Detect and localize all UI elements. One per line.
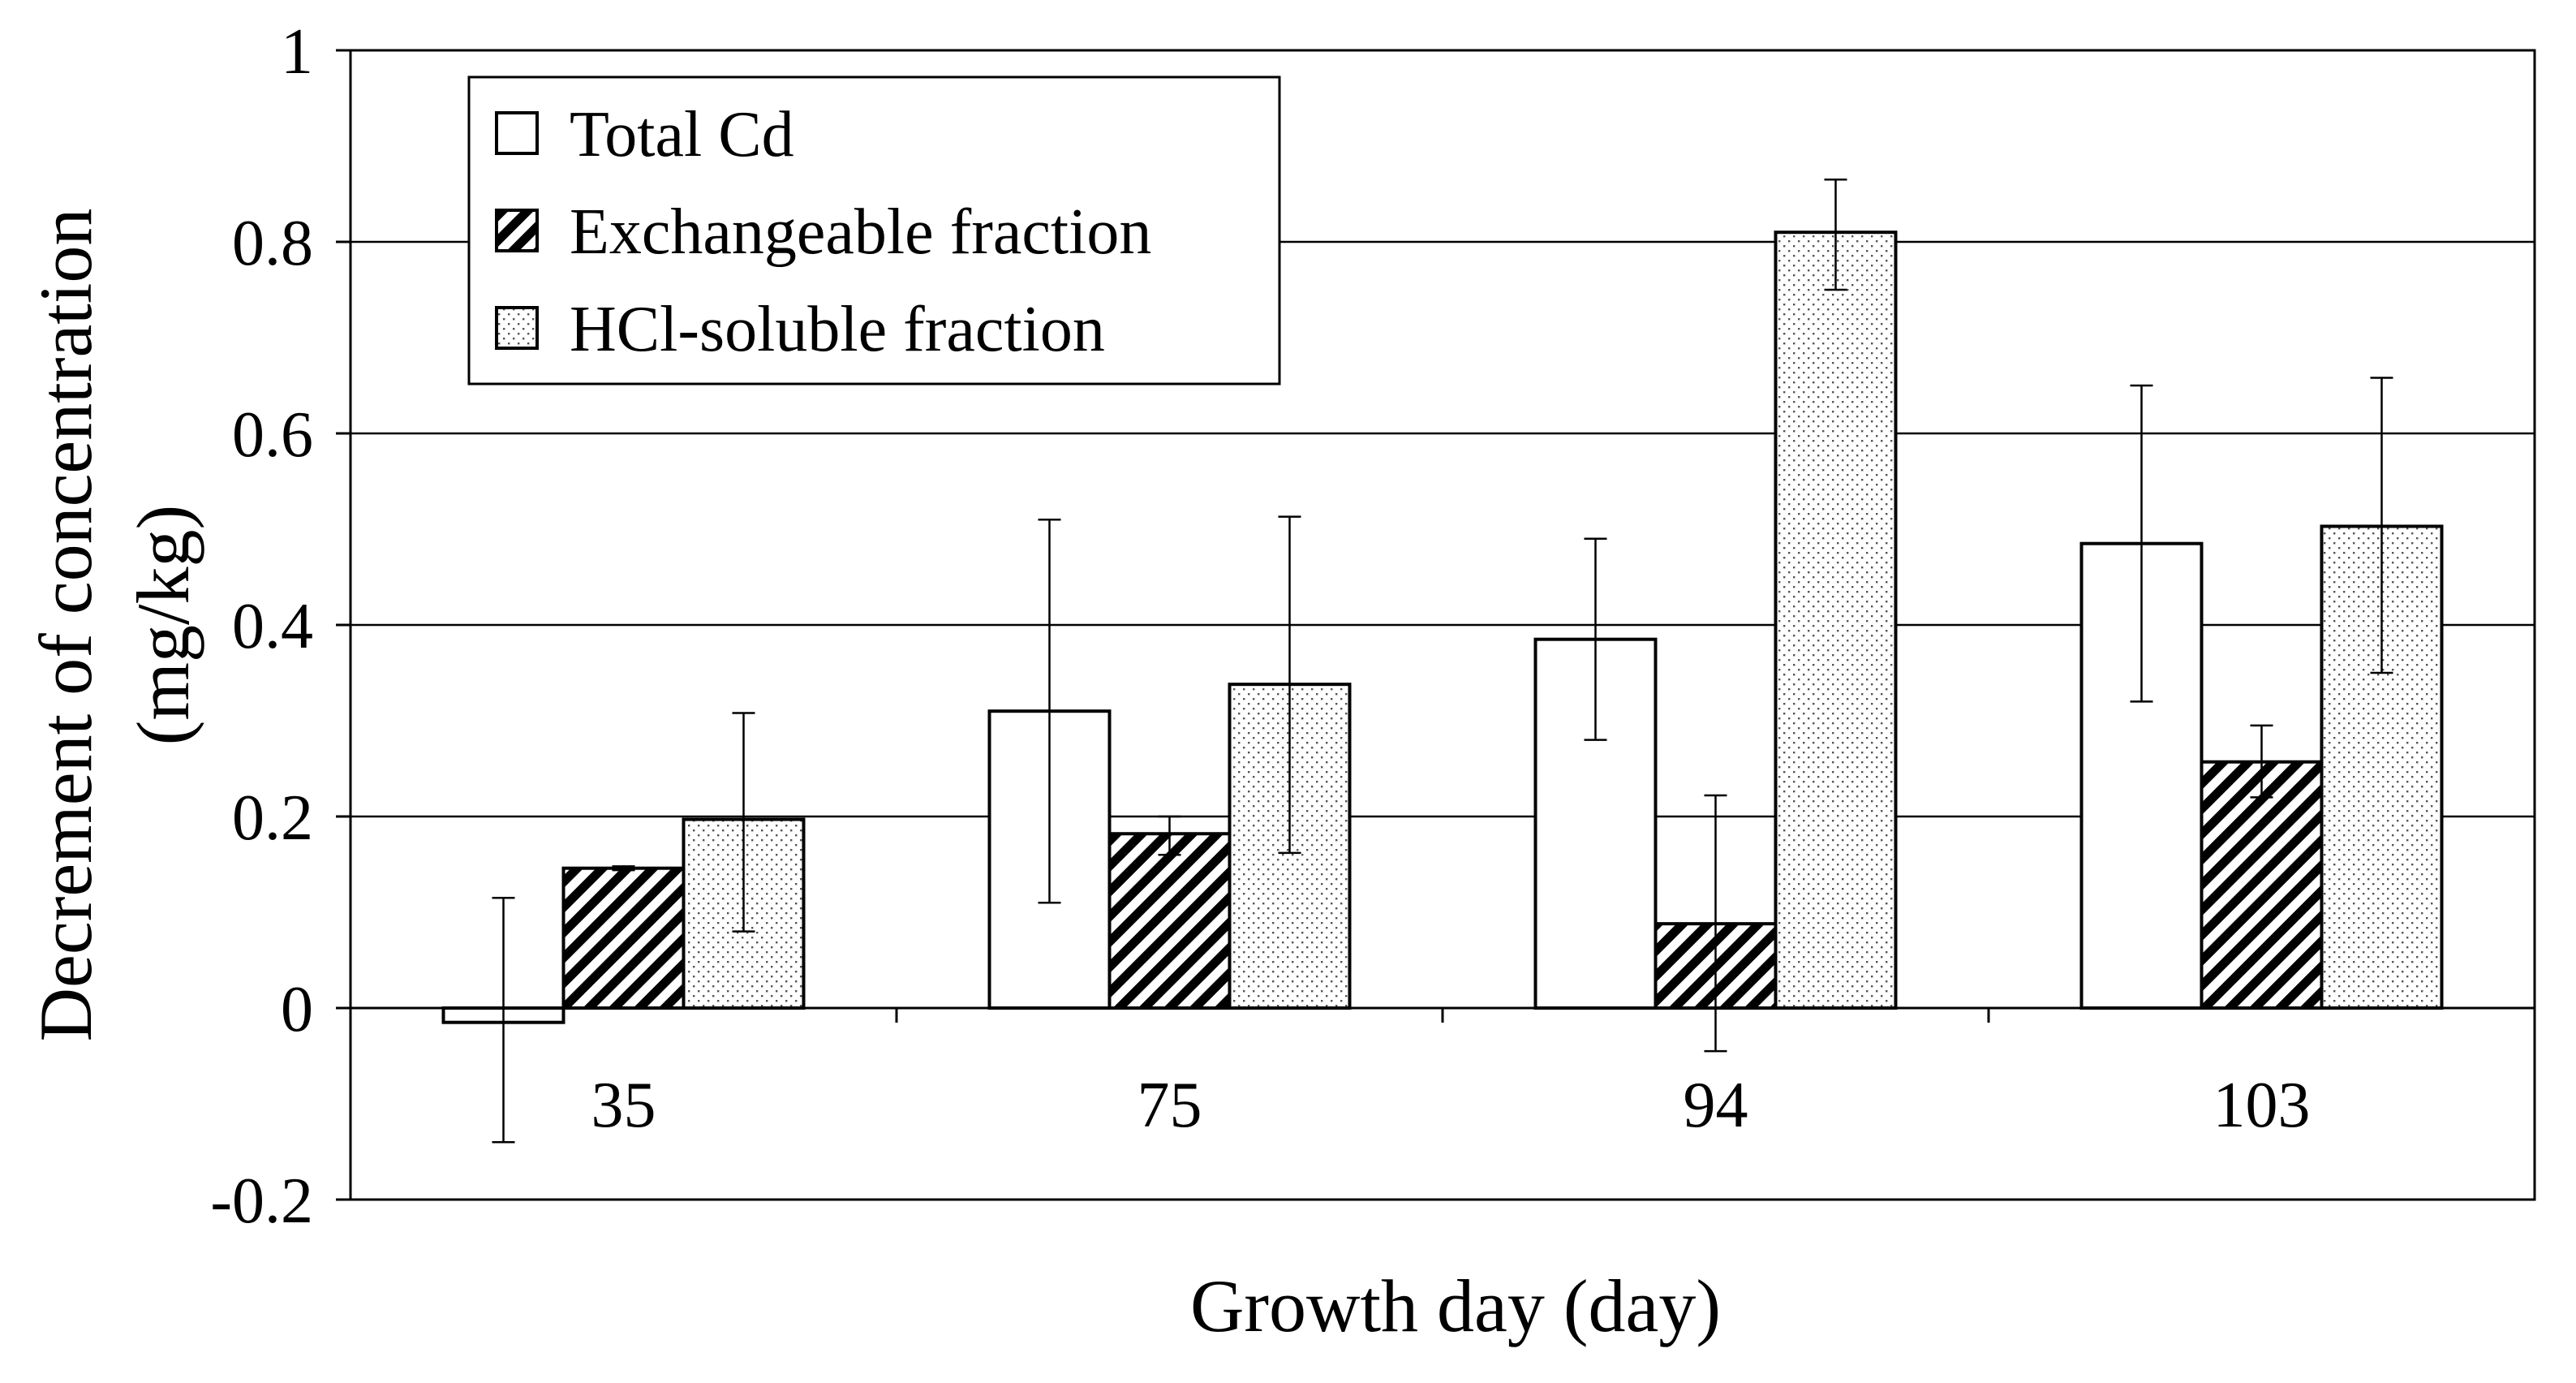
bar-s1-35 xyxy=(561,866,686,1010)
bar-s1-103 xyxy=(2200,760,2324,1010)
tick-labels: -0.2 0 0.2 0.4 0.6 0.8 1 35 75 94 103 xyxy=(210,16,2310,1237)
bar-s1-75 xyxy=(1107,832,1232,1010)
error-bars xyxy=(492,179,2393,1144)
y-tick-label-3: 0.4 xyxy=(232,591,313,662)
legend-box xyxy=(467,75,1281,386)
y-tick-label-1: 0 xyxy=(281,974,313,1045)
y-tick-label-4: 0.6 xyxy=(232,399,313,471)
legend-swatch-total-cd xyxy=(495,111,539,155)
x-tick-label-94: 94 xyxy=(1684,1070,1748,1141)
y-tick-label-6: 1 xyxy=(281,16,313,88)
y-tick-label-2: 0.2 xyxy=(232,782,313,854)
legend-swatch-exchangeable xyxy=(495,209,539,252)
x-axis-label: Growth day (day) xyxy=(1190,1265,1721,1347)
bar-s2-94 xyxy=(1774,230,1898,1010)
y-tick-label-0: -0.2 xyxy=(210,1165,313,1237)
y-tick-label-5: 0.8 xyxy=(232,208,313,279)
axes xyxy=(336,49,2536,1201)
x-tick-label-35: 35 xyxy=(591,1070,656,1141)
legend-label-exchangeable: Exchangeable fraction xyxy=(570,196,1151,268)
x-tick-label-103: 103 xyxy=(2213,1070,2311,1141)
legend-label-total-cd: Total Cd xyxy=(570,99,794,170)
x-tick-label-75: 75 xyxy=(1137,1070,1202,1141)
legend-label-hcl-soluble: HCl-soluble fraction xyxy=(570,294,1105,365)
y-axis-label-line2: (mg/kg) xyxy=(122,505,204,745)
y-axis-label-line1: Decrement of concentration xyxy=(24,209,107,1042)
legend: Total Cd Exchangeable fraction HCl-solub… xyxy=(467,75,1281,386)
legend-swatch-hcl-soluble xyxy=(495,306,539,350)
